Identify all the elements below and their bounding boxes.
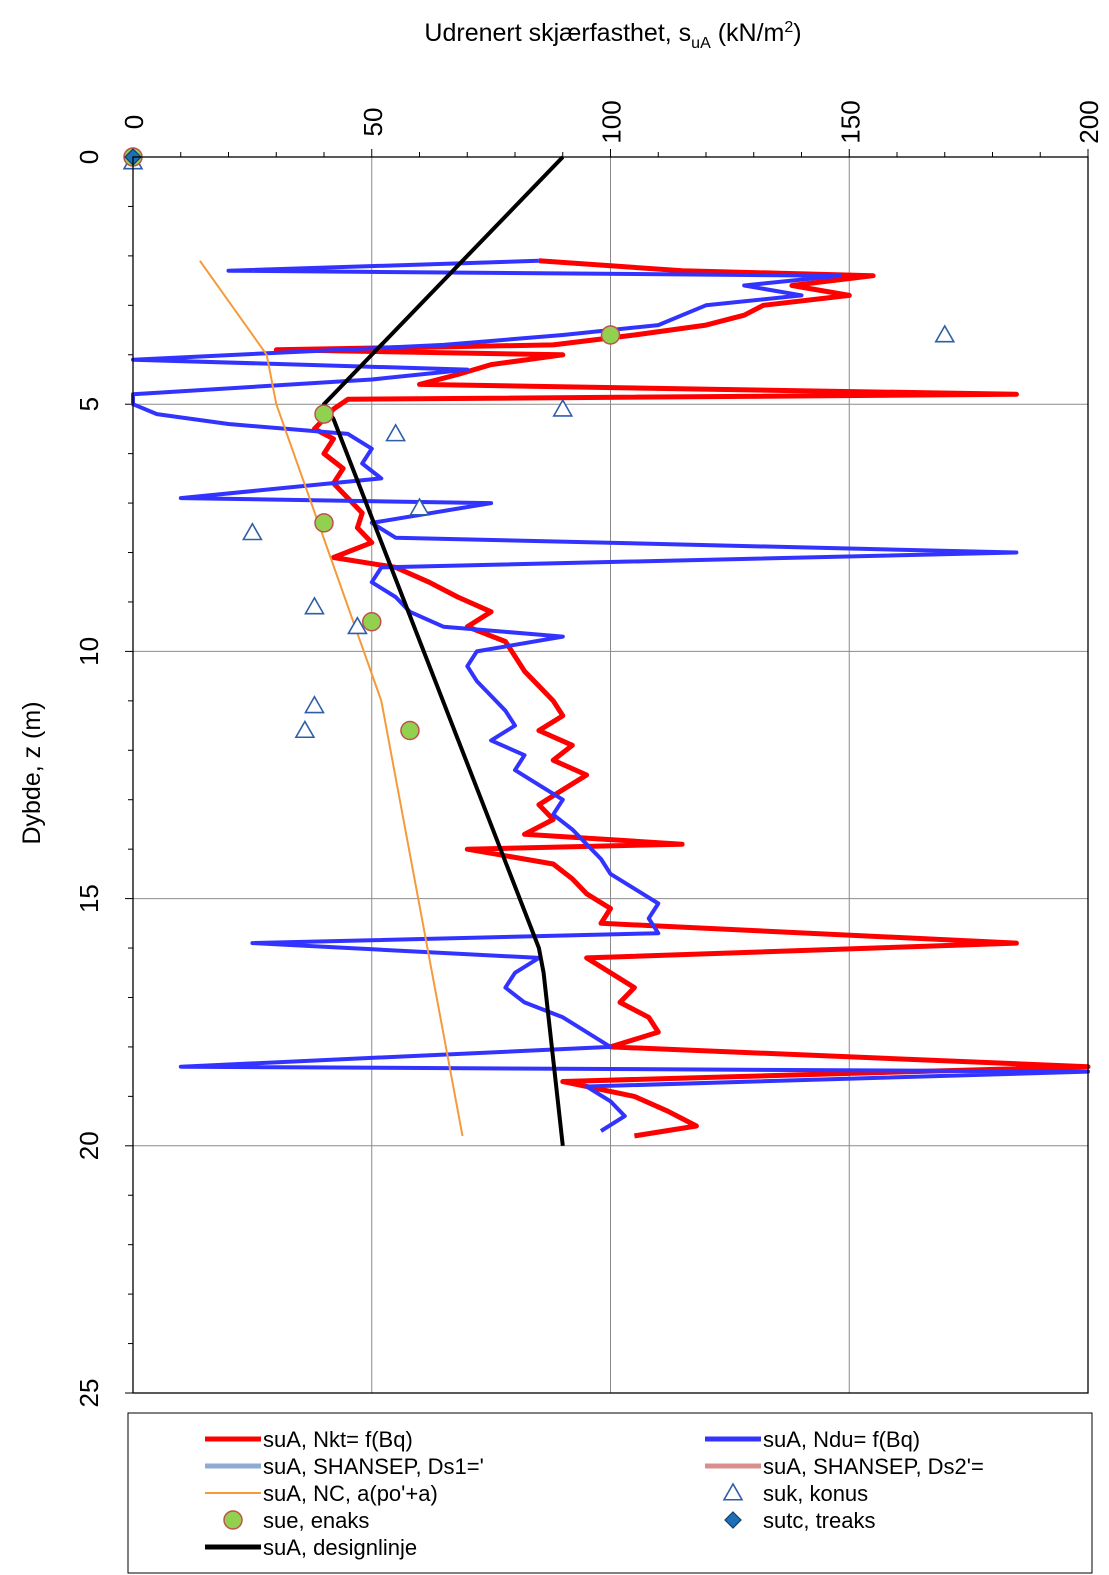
data-point-triangle [294, 719, 316, 739]
series-sua-nkt-f-bq [273, 258, 1091, 1139]
data-point-triangle [241, 522, 263, 541]
legend-label: suA, Nkt= f(Bq) [263, 1427, 413, 1452]
legend-label: suA, NC, a(po'+a) [263, 1481, 438, 1506]
series-sua-nc-a-po-a [199, 260, 464, 1137]
data-point-triangle [409, 497, 430, 516]
x-axis-title: Udrenert skjærfasthet, suA (kN/m2) [424, 19, 801, 52]
legend-label: suA, Ndu= f(Bq) [763, 1427, 920, 1452]
legend-item: sue, enaks [223, 1508, 369, 1533]
data-series [122, 147, 1091, 1147]
legend-item: suA, Nkt= f(Bq) [205, 1427, 413, 1452]
x-tick-label: 100 [597, 100, 627, 143]
data-point-circle [314, 513, 334, 533]
data-point-circle [362, 611, 382, 632]
x-axis-title-main: Udrenert skjærfasthet, s [424, 19, 691, 47]
legend-label: suk, konus [763, 1481, 868, 1506]
legend-swatch-marker [724, 1511, 742, 1529]
y-tick-label: 5 [74, 397, 104, 411]
data-point-triangle [347, 616, 368, 635]
legend: suA, Nkt= f(Bq) suA, Ndu= f(Bq)suA, SHANS… [127, 1412, 1093, 1574]
y-tick-label: 20 [74, 1131, 104, 1160]
series-line-sua-nkt-f-bq [273, 258, 1091, 1139]
x-tick-label: 150 [835, 100, 865, 143]
data-point-circle [314, 404, 334, 424]
data-point-triangle [304, 596, 325, 615]
legend-item: sutc, treaks [724, 1508, 875, 1533]
gridlines [133, 157, 1088, 1393]
legend-label: suA, SHANSEP, Ds1=' [263, 1454, 484, 1479]
legend-label: suA, SHANSEP, Ds2'= [763, 1454, 984, 1479]
y-tick-label: 10 [74, 637, 104, 666]
y-tick-label: 0 [74, 150, 104, 164]
x-axis-title-unit: (kN/m [711, 19, 785, 47]
y-tick-label: 25 [74, 1379, 104, 1408]
data-point-triangle [385, 423, 407, 442]
x-tick-label: 200 [1074, 100, 1104, 143]
legend-item: suA, Ndu= f(Bq) [705, 1427, 920, 1452]
svg-text:Udrenert skjærfasthet, suA (kN: Udrenert skjærfasthet, suA (kN/m2) [424, 19, 801, 52]
legend-label: suA, designlinje [263, 1535, 417, 1560]
series-sua-ndu-f-bq [131, 258, 1090, 1133]
legend-swatch-marker [223, 1510, 243, 1530]
x-axis-title-subscript: uA [691, 35, 711, 52]
x-axis-title-close: ) [793, 19, 801, 47]
y-tick-label: 15 [74, 884, 104, 913]
legend-item: suA, NC, a(po'+a) [205, 1481, 438, 1506]
legend-swatch-marker [722, 1482, 744, 1501]
x-tick-label: 0 [119, 115, 149, 129]
data-point-triangle [552, 398, 574, 417]
series-suk-konus [122, 151, 956, 739]
legend-label: sue, enaks [263, 1508, 369, 1533]
x-axis-title-superscript: 2 [784, 19, 793, 36]
data-point-circle [600, 325, 621, 345]
legend-item: suk, konus [722, 1481, 868, 1506]
series-line-sua-nc-a-po-a [199, 260, 464, 1137]
legend-item: suA, designlinje [205, 1535, 417, 1560]
legend-box [127, 1412, 1093, 1574]
x-tick-label: 50 [358, 108, 388, 137]
series-sue-enaks [123, 147, 621, 741]
data-point-circle [400, 720, 420, 741]
y-axis-title: Dybde, z (m) [18, 701, 46, 844]
data-point-triangle [304, 695, 325, 714]
data-point-triangle [934, 324, 956, 343]
series-sua-designlinje [322, 155, 565, 1147]
series-line-sua-designlinje [322, 155, 565, 1147]
axis-ticks [125, 149, 1089, 1394]
plot-area-frame [132, 156, 1089, 1394]
series-line-sua-ndu-f-bq [131, 258, 1090, 1133]
legend-label: sutc, treaks [763, 1508, 875, 1533]
legend-item: suA, SHANSEP, Ds1=' [205, 1454, 484, 1479]
legend-item: suA, SHANSEP, Ds2'= [705, 1454, 984, 1479]
tick-labels: 0 50 100 150 200 0 5 10 15 20 25 [74, 100, 1104, 1407]
